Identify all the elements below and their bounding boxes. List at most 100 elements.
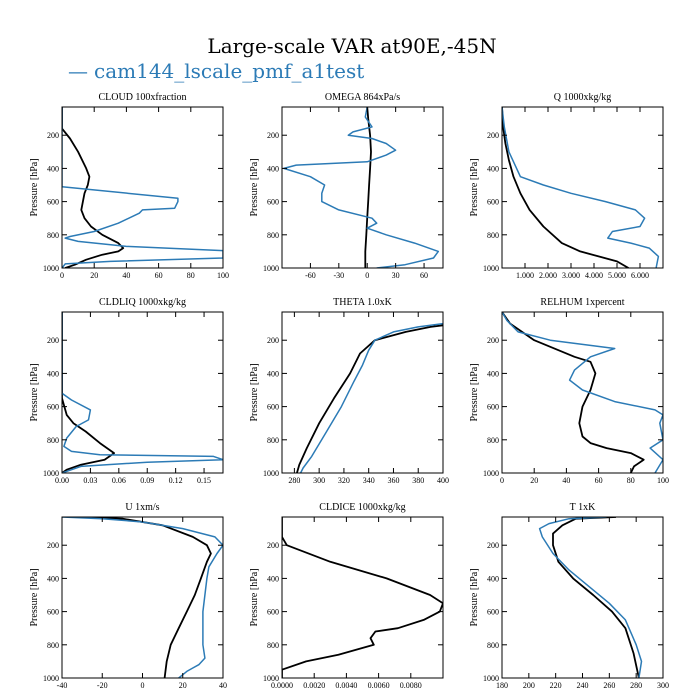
y-tick-label: 800 <box>47 231 59 240</box>
y-tick-label: 800 <box>267 641 279 650</box>
x-tick-label: 40 <box>122 271 130 280</box>
x-tick-label: 0.0020 <box>303 681 325 690</box>
x-tick-label: 280 <box>288 476 300 485</box>
x-tick-label: 380 <box>412 476 424 485</box>
y-tick-label: 800 <box>487 641 499 650</box>
x-tick-label: 4.000 <box>585 271 603 280</box>
x-tick-label: 0 <box>60 271 64 280</box>
x-tick-label: -60 <box>305 271 316 280</box>
x-tick-label: 0 <box>500 476 504 485</box>
y-tick-label: 600 <box>487 198 499 207</box>
x-tick-label: 6.000 <box>631 271 649 280</box>
series-group <box>62 312 223 473</box>
x-tick-label: 1.000 <box>516 271 534 280</box>
legend-label: cam144_lscale_pmf_a1test <box>94 59 364 83</box>
x-tick-label: 20 <box>90 271 98 280</box>
panel-title: RELHUM 1xpercent <box>540 297 624 308</box>
y-tick-label: 1000 <box>43 469 59 478</box>
x-tick-label: 320 <box>338 476 350 485</box>
y-tick-label: 200 <box>47 131 59 140</box>
x-tick-label: 0.0040 <box>335 681 357 690</box>
x-tick-label: 20 <box>179 681 187 690</box>
panel-title: CLDICE 1000xkg/kg <box>319 502 405 513</box>
series-line-black <box>364 107 372 268</box>
series-group <box>502 107 660 268</box>
series-line-black <box>62 312 115 473</box>
y-axis-label: Pressure [hPa] <box>469 158 480 216</box>
y-tick-label: 200 <box>487 541 499 550</box>
series-group <box>62 107 223 268</box>
y-tick-label: 400 <box>487 164 499 173</box>
x-tick-label: -20 <box>97 681 108 690</box>
x-tick-label: 100 <box>217 271 229 280</box>
x-tick-label: 300 <box>657 681 669 690</box>
x-tick-label: 100 <box>657 476 669 485</box>
y-tick-label: 400 <box>487 574 499 583</box>
x-tick-label: 300 <box>313 476 325 485</box>
y-tick-label: 200 <box>267 336 279 345</box>
x-tick-label: 3.000 <box>562 271 580 280</box>
x-tick-label: 340 <box>363 476 375 485</box>
x-tick-label: 20 <box>530 476 538 485</box>
series-line-black <box>282 517 443 678</box>
y-tick-label: 400 <box>47 369 59 378</box>
x-tick-label: -40 <box>57 681 68 690</box>
series-group <box>62 517 223 678</box>
panel-6: RELHUM 1xpercent Pressure [hPa] 0 20 40 60 80 1… <box>469 297 669 485</box>
x-tick-label: 30 <box>392 271 400 280</box>
x-tick-label: 180 <box>496 681 508 690</box>
y-tick-label: 200 <box>47 336 59 345</box>
panel-title: THETA 1.0xK <box>333 297 392 308</box>
plot-frame <box>501 311 664 474</box>
y-axis-label: Pressure [hPa] <box>469 568 480 626</box>
panel-title: U 1xm/s <box>125 502 159 513</box>
y-tick-label: 200 <box>487 131 499 140</box>
x-tick-label: 5.000 <box>608 271 626 280</box>
x-tick-label: 220 <box>550 681 562 690</box>
series-group <box>282 517 443 678</box>
x-tick-label: 0.0080 <box>400 681 422 690</box>
y-tick-label: 200 <box>267 131 279 140</box>
panel-9: T 1xK Pressure [hPa] 180 200 220 240 260 280 300… <box>469 502 669 690</box>
y-tick-label: 800 <box>47 436 59 445</box>
plot-frame <box>281 516 444 679</box>
panel-title: CLOUD 100xfraction <box>98 92 186 103</box>
panel-4: CLDLIQ 1000xkg/kg Pressure [hPa] 0.00 0.03 0… <box>29 297 224 485</box>
x-tick-label: 280 <box>630 681 642 690</box>
x-tick-label: 0.12 <box>169 476 183 485</box>
x-tick-label: 0 <box>365 271 369 280</box>
y-tick-label: 600 <box>487 403 499 412</box>
y-tick-label: 600 <box>267 608 279 617</box>
panel-3: Q 1000xkg/kg Pressure [hPa] 1.000 2.000 3.00… <box>469 92 664 280</box>
x-tick-label: 0.00 <box>55 476 69 485</box>
x-tick-label: 400 <box>437 476 449 485</box>
y-axis-label: Pressure [hPa] <box>29 363 40 421</box>
y-axis-label: Pressure [hPa] <box>249 568 260 626</box>
series-line-blue <box>299 322 443 473</box>
plot-frame <box>501 106 664 269</box>
series-group <box>296 322 443 473</box>
panel-title: Q 1000xkg/kg <box>554 92 612 103</box>
x-tick-label: 0.06 <box>112 476 126 485</box>
series-line-black <box>502 312 645 473</box>
y-tick-label: 1000 <box>43 674 59 683</box>
y-tick-label: 400 <box>267 164 279 173</box>
series-line-blue <box>62 312 223 473</box>
series-line-blue <box>283 107 440 268</box>
y-tick-label: 400 <box>47 164 59 173</box>
plot-frame <box>281 311 444 474</box>
series-line-black <box>552 517 640 678</box>
plot-frame <box>61 311 224 474</box>
panel-8: CLDICE 1000xkg/kg Pressure [hPa] 0.0000 0.0… <box>249 502 444 690</box>
y-tick-label: 600 <box>267 403 279 412</box>
y-tick-label: 400 <box>267 574 279 583</box>
x-tick-label: 0.0000 <box>271 681 293 690</box>
y-tick-label: 600 <box>487 608 499 617</box>
y-tick-label: 800 <box>267 231 279 240</box>
y-tick-label: 1000 <box>483 264 499 273</box>
panel-title: T 1xK <box>570 502 596 513</box>
figure-title: Large-scale VAR at90E,-45N <box>207 34 496 58</box>
series-group <box>502 312 663 473</box>
series-line-black <box>502 107 629 268</box>
x-tick-label: 2.000 <box>539 271 557 280</box>
